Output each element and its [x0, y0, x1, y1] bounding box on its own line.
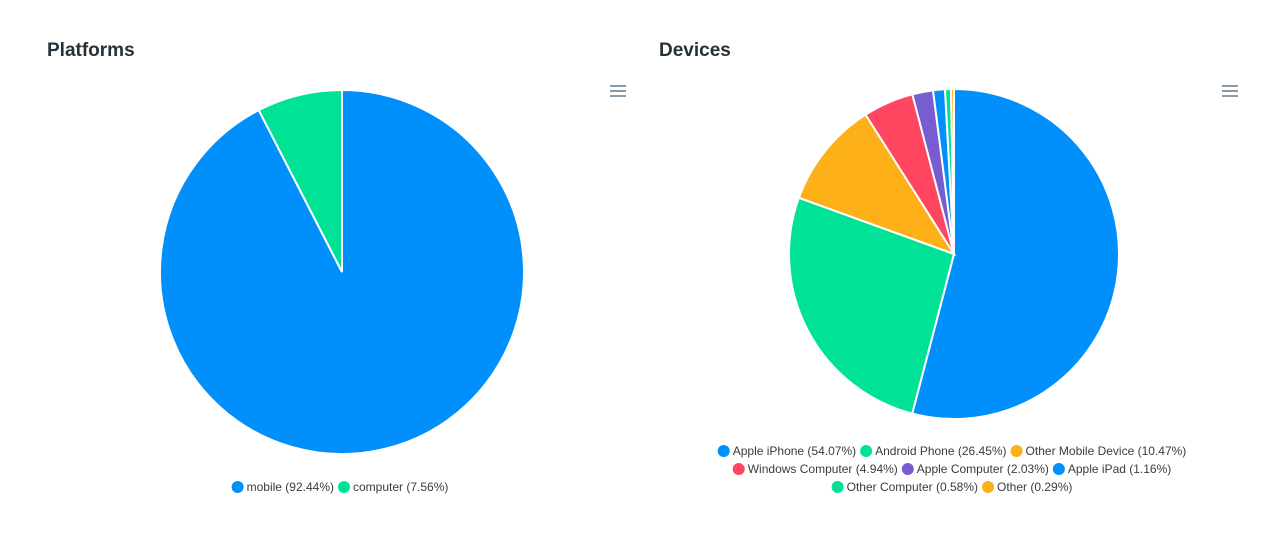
legend-item: Apple Computer (2.03%)	[901, 462, 1049, 476]
legend-label: Apple Computer (2.03%)	[917, 462, 1049, 476]
legend-item: Other Mobile Device (10.47%)	[1010, 444, 1187, 458]
legend-label: Other Computer (0.58%)	[847, 480, 978, 494]
menu-button[interactable]	[1222, 85, 1238, 97]
legend-marker	[231, 481, 244, 493]
legend-label: Apple iPhone (54.07%)	[733, 444, 856, 458]
legend-item: computer (7.56%)	[338, 480, 448, 494]
legend-marker	[831, 481, 844, 493]
legend-label: Windows Computer (4.94%)	[748, 462, 898, 476]
legend-marker	[732, 463, 745, 475]
legend-item: Android Phone (26.45%)	[860, 444, 1007, 458]
chart-title: Devices	[659, 40, 731, 61]
legend-item: mobile (92.44%)	[231, 480, 334, 494]
legend-marker	[338, 481, 350, 493]
legend-marker	[860, 445, 873, 457]
legend-item: Windows Computer (4.94%)	[732, 462, 898, 476]
pie-slice	[797, 113, 957, 256]
legend-marker	[901, 463, 914, 475]
pie-slice	[949, 87, 955, 255]
pie-slice	[788, 196, 956, 415]
legend-marker	[1010, 445, 1023, 457]
legend-label: computer (7.56%)	[353, 480, 448, 494]
pie-slice	[257, 88, 343, 273]
legend-label: Other Mobile Device (10.47%)	[1026, 444, 1187, 458]
legend-item: Other (0.29%)	[982, 480, 1072, 494]
menu-button[interactable]	[610, 85, 626, 97]
legend-label: Other (0.29%)	[997, 480, 1072, 494]
legend-marker	[717, 445, 730, 457]
legend-item: Other Computer (0.58%)	[831, 480, 978, 494]
legend-label: mobile (92.44%)	[247, 480, 334, 494]
legend-item: Apple iPad (1.16%)	[1052, 462, 1171, 476]
legend-label: Apple iPad (1.16%)	[1068, 462, 1171, 476]
legend-marker	[1052, 463, 1065, 475]
legend-marker	[982, 481, 995, 493]
chart-title: Platforms	[47, 40, 135, 61]
legend-item: Apple iPhone (54.07%)	[717, 444, 856, 458]
pie-slice	[910, 87, 1120, 420]
legend-label: Android Phone (26.45%)	[875, 444, 1006, 458]
